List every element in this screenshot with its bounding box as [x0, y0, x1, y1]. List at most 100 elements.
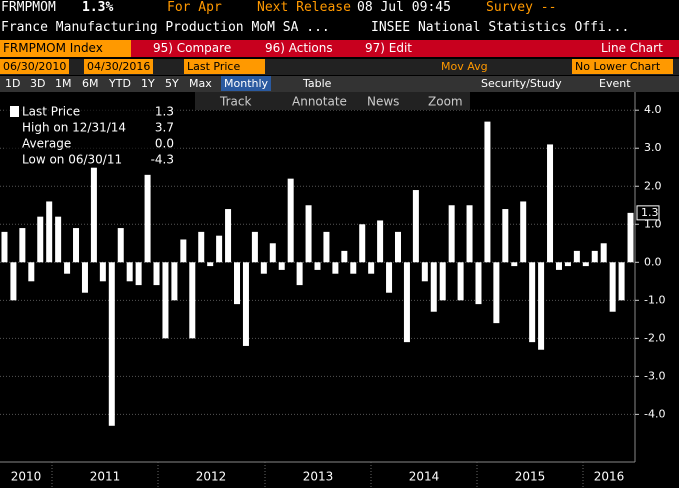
period-button[interactable]: 3D — [30, 77, 46, 90]
bar — [529, 262, 536, 343]
bar — [618, 262, 625, 301]
bar — [234, 262, 241, 305]
bar — [287, 178, 294, 263]
y-tick-label: -3.0 — [644, 369, 665, 382]
study-button[interactable]: Security/Study — [481, 77, 562, 90]
event-button[interactable]: Event — [599, 77, 631, 90]
legend-value: 3.7 — [155, 121, 174, 135]
bar — [403, 262, 410, 343]
bar — [296, 262, 303, 286]
next-release: 08 Jul 09:45 — [357, 0, 451, 15]
bar — [162, 262, 169, 339]
lower-chart[interactable]: No Lower Chart — [572, 59, 673, 74]
legend-label: High on 12/31/14 — [22, 121, 126, 135]
x-axis-band — [0, 462, 679, 488]
bar — [377, 220, 384, 263]
bar — [538, 262, 545, 350]
bar — [430, 262, 437, 312]
bar — [520, 201, 527, 263]
bar — [475, 262, 482, 305]
bar — [135, 262, 142, 286]
end-date[interactable]: 04/30/2016 — [84, 59, 154, 74]
bar — [269, 243, 276, 263]
compare-button[interactable]: 95) Compare — [153, 41, 232, 55]
actions-button[interactable]: 96) Actions — [265, 41, 333, 55]
range-row: 06/30/2010 04/30/2016 Last Price Mov Avg… — [0, 59, 679, 75]
bar — [153, 262, 160, 286]
legend-box — [4, 102, 179, 168]
bar — [90, 167, 97, 263]
period-button[interactable]: 1D — [5, 77, 21, 90]
mov-avg[interactable]: Mov Avg — [441, 60, 488, 73]
start-date[interactable]: 06/30/2010 — [0, 59, 70, 74]
source: INSEE National Statistics Offi... — [371, 20, 630, 35]
bar — [466, 205, 473, 263]
period-button[interactable]: YTD — [109, 77, 131, 90]
legend-label: Low on 06/30/11 — [22, 153, 122, 167]
bar — [439, 262, 446, 301]
field-select[interactable]: Last Price — [184, 59, 265, 74]
bar — [484, 121, 491, 263]
y-tick-label: 4.0 — [644, 103, 662, 116]
bar — [350, 262, 357, 274]
tool-button[interactable]: Track — [219, 95, 251, 109]
edit-button[interactable]: 97) Edit — [365, 41, 413, 55]
bar — [189, 262, 196, 339]
bar — [278, 262, 285, 270]
bar — [368, 262, 375, 274]
bar — [502, 209, 509, 263]
bar — [198, 231, 205, 263]
frequency-select[interactable]: Monthly — [221, 76, 272, 91]
bar — [448, 205, 455, 263]
last-price-tag — [636, 205, 660, 221]
y-tick-label: 2.0 — [644, 179, 662, 192]
bar — [555, 262, 562, 270]
legend-label: Last Price — [22, 105, 80, 119]
bar — [55, 216, 62, 263]
legend-value: -4.3 — [151, 153, 174, 167]
bar — [10, 262, 17, 301]
bar — [341, 250, 348, 263]
tool-button[interactable]: News — [367, 95, 399, 109]
y-tick-label: -2.0 — [644, 331, 665, 344]
x-tick-label: 2016 — [594, 470, 625, 484]
bar — [242, 262, 249, 346]
bar — [457, 262, 464, 301]
description: France Manufacturing Production MoM SA .… — [1, 20, 330, 35]
bar — [591, 250, 598, 263]
description-row: France Manufacturing Production MoM SA .… — [0, 20, 679, 39]
bar — [108, 262, 115, 426]
bar — [493, 262, 500, 324]
legend-swatch — [10, 106, 19, 117]
period-button[interactable]: 6M — [82, 77, 99, 90]
period-button[interactable]: Max — [189, 77, 212, 90]
x-tick-label: 2014 — [409, 470, 440, 484]
bar — [305, 205, 312, 263]
y-tick-label: 1.0 — [644, 217, 662, 230]
bar — [547, 144, 554, 263]
bar — [144, 174, 151, 263]
period-button[interactable]: 5Y — [165, 77, 179, 90]
y-tick-label: 0.0 — [644, 255, 662, 268]
toolbar — [195, 92, 470, 110]
x-tick-label: 2013 — [303, 470, 334, 484]
change: 1.3% — [82, 0, 114, 15]
table-button[interactable]: Table — [303, 77, 332, 90]
bar — [332, 262, 339, 274]
bar — [64, 262, 71, 274]
bar — [216, 235, 223, 263]
bar — [99, 262, 106, 282]
bar — [627, 212, 634, 263]
tool-button[interactable]: Zoom — [428, 95, 463, 109]
tool-button[interactable]: Annotate — [292, 95, 347, 109]
period-button[interactable]: 1M — [55, 77, 72, 90]
y-tick-label: -1.0 — [644, 293, 665, 306]
bar — [412, 190, 419, 263]
y-tick-label: 3.0 — [644, 141, 662, 154]
chart-kind[interactable]: Line Chart — [601, 41, 663, 55]
bar — [323, 231, 330, 263]
security-field[interactable]: FRMPMOM Index — [0, 40, 131, 57]
period-button[interactable]: 1Y — [141, 77, 155, 90]
header-row: FRMPMOM 1.3% For Apr Next Release 08 Jul… — [0, 0, 679, 20]
